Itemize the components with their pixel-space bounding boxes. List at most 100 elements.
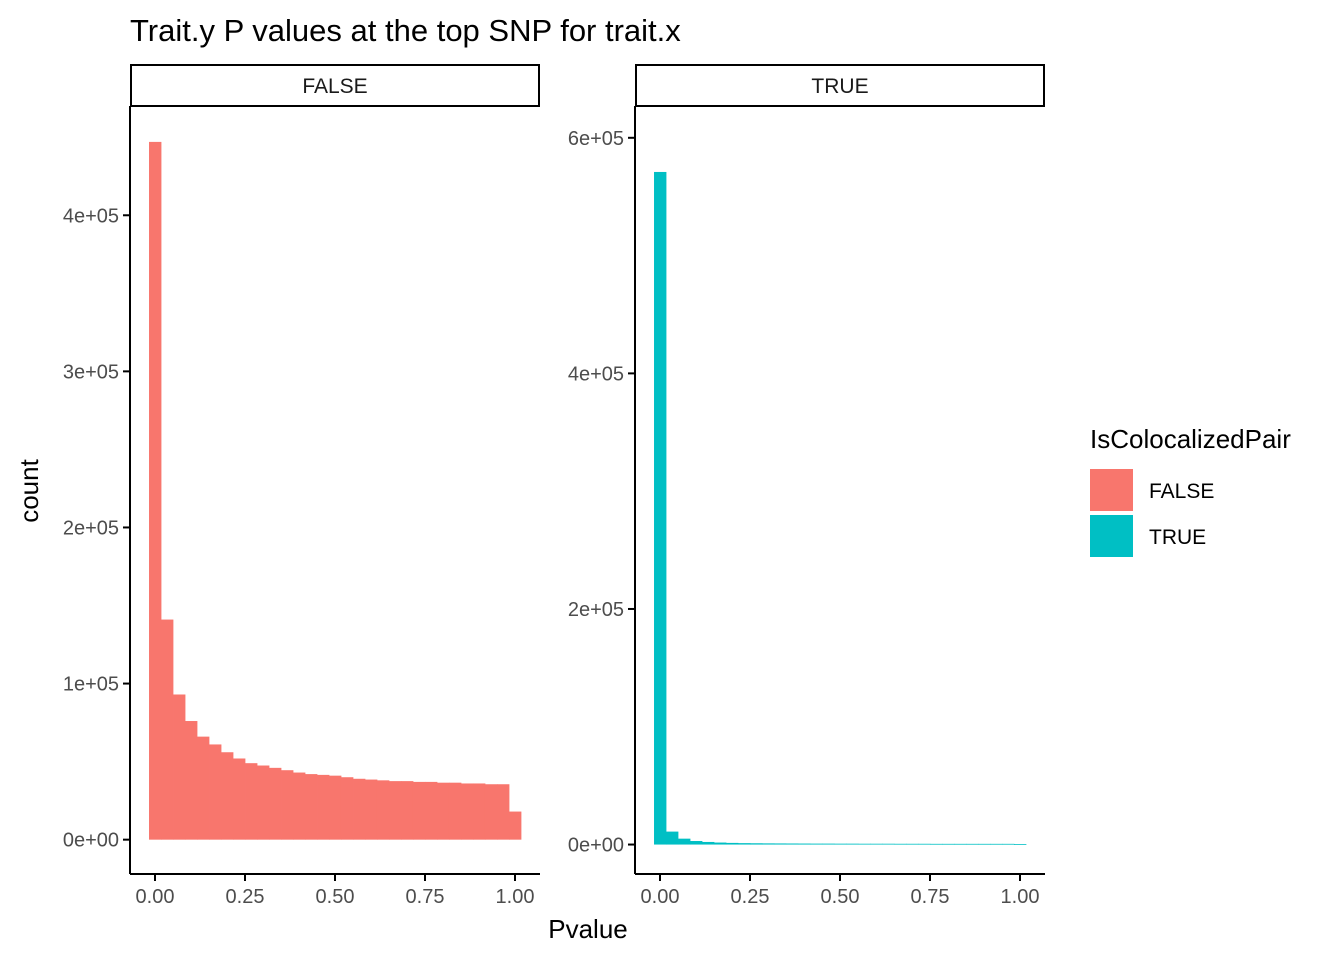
histogram-bar: [714, 842, 727, 845]
x-tick-label: 0.00: [136, 886, 175, 908]
histogram-bar: [233, 758, 246, 840]
chart-title: Trait.y P values at the top SNP for trai…: [130, 13, 681, 48]
histogram-bar: [666, 831, 679, 845]
histogram-bar: [293, 772, 306, 840]
histogram-bar: [762, 843, 775, 845]
histogram-bar: [845, 843, 859, 845]
histogram-bar: [197, 736, 210, 840]
y-tick-label: 3e+05: [63, 361, 119, 383]
histogram-bar: [834, 843, 847, 845]
strip-false-label: FALSE: [302, 75, 367, 98]
y-ticks-false: 0e+00 1e+05 2e+05 3e+05 4e+05: [63, 205, 130, 852]
x-tick-label: 0.00: [641, 886, 680, 908]
x-axis-label: Pvalue: [548, 914, 628, 944]
histogram-bar: [726, 842, 739, 845]
legend-label-true: TRUE: [1149, 526, 1206, 549]
histogram-bar: [894, 843, 907, 845]
strip-false-box: [130, 64, 540, 107]
histogram-bar: [173, 694, 186, 840]
x-tick-label: 0.25: [731, 886, 770, 908]
histogram-bar: [917, 843, 931, 845]
histogram-bar: [149, 141, 162, 840]
histogram-bar: [305, 774, 318, 840]
histogram-bar: [1014, 844, 1027, 845]
histogram-bar: [654, 171, 667, 845]
histogram-bar: [678, 838, 691, 845]
histogram-bar: [161, 619, 174, 840]
strip-true-label: TRUE: [811, 75, 868, 98]
facet-false: FALSE 0e+00 1e+05 2e+05 3e+05 4e+05 0.00 0.25…: [63, 64, 540, 908]
x-ticks-false: 0.00 0.25 0.50 0.75 1.00: [136, 874, 535, 908]
histogram-bar: [966, 843, 979, 845]
histogram-bar: [810, 843, 823, 845]
y-tick-label: 0e+00: [63, 830, 119, 852]
histogram-bar: [353, 778, 366, 840]
y-tick-label: 4e+05: [63, 205, 119, 227]
y-axis-label: count: [14, 458, 44, 522]
histogram-bar: [317, 774, 330, 840]
histogram-bar: [269, 767, 282, 840]
histogram-bar: [690, 841, 703, 845]
histogram-bar: [257, 765, 270, 840]
y-tick-label: 1e+05: [63, 674, 119, 696]
histogram-bar: [376, 780, 390, 840]
histogram-bar: [437, 782, 450, 840]
histogram-bar: [930, 843, 943, 845]
histogram-bar: [870, 843, 883, 845]
histogram-bar: [340, 777, 354, 840]
y-ticks-true: 0e+00 2e+05 4e+05 6e+05: [568, 128, 635, 857]
histogram-bar: [497, 784, 510, 840]
x-ticks-true: 0.00 0.25 0.50 0.75 1.00: [641, 874, 1040, 908]
legend-title: IsColocalizedPair: [1090, 424, 1291, 454]
strip-true-box: [635, 64, 1045, 107]
histogram-bar: [281, 770, 294, 840]
legend: IsColocalizedPair FALSE TRUE: [1090, 424, 1291, 557]
legend-label-false: FALSE: [1149, 480, 1214, 503]
histogram-bar: [461, 783, 474, 840]
histogram-bar: [484, 784, 498, 840]
histogram-bar: [221, 752, 234, 840]
legend-key-true: [1090, 515, 1133, 557]
x-tick-label: 1.00: [1001, 886, 1040, 908]
histogram-bar: [209, 744, 222, 840]
x-tick-label: 0.50: [821, 886, 860, 908]
histogram-bar: [1002, 843, 1015, 845]
y-tick-label: 2e+05: [568, 599, 624, 621]
histogram-bar: [798, 843, 811, 845]
legend-key-false: [1090, 469, 1133, 511]
y-tick-label: 0e+00: [568, 835, 624, 857]
histogram-bar: [425, 781, 438, 840]
histogram-bar: [774, 843, 787, 845]
histogram-bar: [245, 763, 258, 840]
y-tick-label: 2e+05: [63, 517, 119, 539]
histogram-bar: [329, 775, 342, 840]
y-tick-label: 4e+05: [568, 363, 624, 385]
y-tick-label: 6e+05: [568, 128, 624, 150]
x-tick-label: 0.50: [316, 886, 355, 908]
histogram-bar: [389, 781, 402, 840]
histogram-bar: [185, 721, 198, 840]
histogram-bar: [881, 843, 895, 845]
histogram-bar: [989, 843, 1003, 845]
histogram-bar: [401, 781, 414, 840]
x-tick-label: 0.75: [406, 886, 445, 908]
histogram-bar: [473, 783, 486, 840]
histogram-bar: [942, 843, 955, 845]
histogram-bar: [365, 779, 378, 840]
histogram-bar: [906, 843, 919, 845]
x-tick-label: 1.00: [496, 886, 535, 908]
histogram-bar: [822, 843, 835, 845]
bars-true: [654, 171, 1027, 845]
histogram-bar: [978, 843, 991, 845]
x-tick-label: 0.25: [226, 886, 265, 908]
histogram-bar: [953, 843, 967, 845]
histogram-bar: [412, 781, 426, 840]
histogram-bar: [786, 843, 799, 845]
histogram-bar: [858, 843, 871, 845]
bars-false: [149, 141, 522, 840]
x-tick-label: 0.75: [911, 886, 950, 908]
histogram-bar: [509, 811, 522, 840]
histogram-bar: [702, 841, 715, 845]
histogram-bar: [738, 843, 751, 845]
